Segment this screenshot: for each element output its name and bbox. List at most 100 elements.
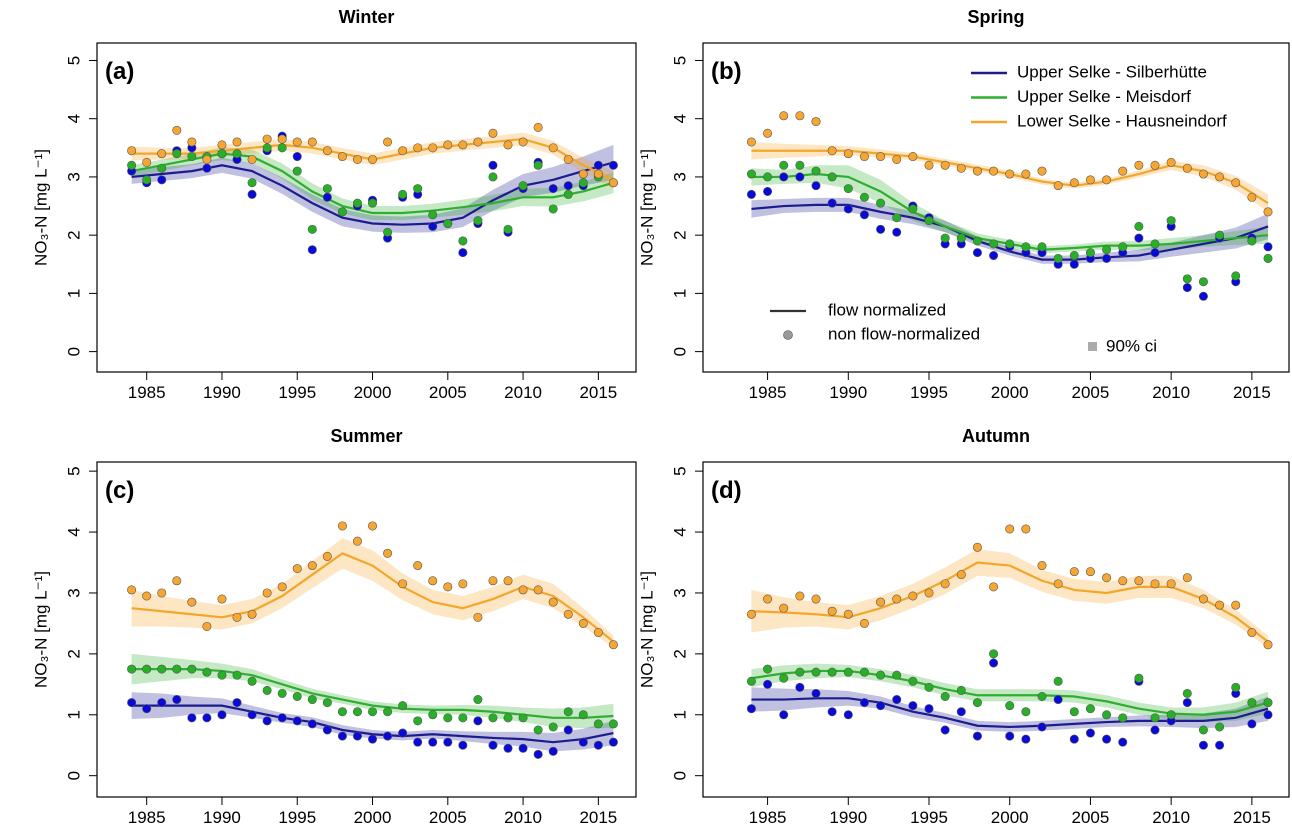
data-point	[827, 606, 837, 616]
data-point	[473, 695, 483, 705]
data-point	[518, 743, 528, 753]
data-point	[127, 664, 137, 674]
data-point	[533, 160, 543, 170]
x-tick-label: 1985	[128, 808, 166, 827]
data-point	[1182, 283, 1192, 293]
plot-frame	[702, 461, 1290, 798]
flow-normalized-line	[751, 669, 1269, 716]
data-point	[262, 143, 272, 153]
data-point	[578, 737, 588, 747]
data-point	[876, 152, 886, 162]
data-point	[763, 594, 773, 604]
panel-title: Winter	[339, 7, 395, 27]
data-point	[428, 210, 438, 220]
data-point	[1134, 673, 1144, 683]
data-point	[352, 198, 362, 208]
data-point	[1118, 576, 1128, 586]
data-point	[1102, 710, 1112, 720]
y-tick-label: 3	[670, 588, 689, 597]
data-point	[172, 125, 182, 135]
data-point	[337, 207, 347, 217]
data-point	[843, 149, 853, 159]
data-point	[1085, 728, 1095, 738]
data-point	[1102, 175, 1112, 185]
data-point	[398, 701, 408, 711]
x-tick-label: 1990	[203, 383, 241, 402]
data-point	[187, 137, 197, 147]
data-point	[428, 737, 438, 747]
data-point	[924, 216, 934, 226]
data-point	[746, 609, 756, 619]
data-point	[1263, 253, 1273, 263]
data-point	[1134, 576, 1144, 586]
data-point	[956, 233, 966, 243]
data-point	[956, 163, 966, 173]
data-point	[827, 198, 837, 208]
data-point	[277, 134, 287, 144]
data-point	[1263, 640, 1273, 650]
data-point	[292, 716, 302, 726]
y-tick-label: 2	[670, 230, 689, 239]
data-point	[746, 169, 756, 179]
data-point	[202, 154, 212, 164]
legend-label: Upper Selke - Silberhütte	[1017, 62, 1207, 81]
data-point	[368, 198, 378, 208]
data-point	[859, 210, 869, 220]
y-tick-label: 4	[64, 527, 83, 536]
data-point	[1166, 216, 1176, 226]
x-tick-label: 1995	[278, 383, 316, 402]
data-point	[972, 236, 982, 246]
data-point	[972, 166, 982, 176]
data-point	[940, 725, 950, 735]
x-tick-label: 2000	[991, 808, 1029, 827]
data-point	[1215, 722, 1225, 732]
data-point	[443, 582, 453, 592]
x-tick-label: 1995	[910, 808, 948, 827]
data-point	[989, 239, 999, 249]
data-point	[157, 149, 167, 159]
data-point	[458, 140, 468, 150]
flow-normalized-line	[751, 561, 1269, 643]
data-point	[1021, 169, 1031, 179]
data-point	[1198, 169, 1208, 179]
data-point	[383, 137, 393, 147]
data-point	[322, 146, 332, 156]
data-point	[892, 670, 902, 680]
data-point	[859, 152, 869, 162]
y-tick-label: 5	[64, 466, 83, 475]
data-point	[1053, 181, 1063, 191]
plot-frame	[96, 42, 637, 373]
legend-label: Lower Selke - Hausneindorf	[1017, 111, 1227, 130]
data-point	[1037, 722, 1047, 732]
data-point	[1053, 253, 1063, 263]
data-point	[172, 149, 182, 159]
y-axis-label: NO₃-N [mg L⁻¹]	[31, 571, 50, 688]
data-point	[443, 219, 453, 229]
data-point	[247, 178, 257, 188]
data-point	[548, 204, 558, 214]
y-tick-label: 3	[64, 172, 83, 181]
data-point	[795, 682, 805, 692]
data-point	[779, 111, 789, 121]
data-point	[972, 542, 982, 552]
data-point	[1069, 251, 1079, 261]
data-point	[337, 707, 347, 717]
panel-label: (c)	[105, 477, 134, 504]
x-tick-label: 1995	[278, 808, 316, 827]
data-point	[563, 725, 573, 735]
data-point	[1198, 277, 1208, 287]
data-point	[1069, 707, 1079, 717]
data-point	[578, 618, 588, 628]
data-point	[322, 551, 332, 561]
data-point	[277, 582, 287, 592]
data-point	[1085, 175, 1095, 185]
y-tick-label: 1	[670, 289, 689, 298]
data-point	[795, 172, 805, 182]
data-point	[503, 713, 513, 723]
data-point	[292, 564, 302, 574]
data-point	[187, 597, 197, 607]
data-point	[1037, 691, 1047, 701]
data-point	[142, 704, 152, 714]
data-point	[232, 670, 242, 680]
data-point	[352, 154, 362, 164]
